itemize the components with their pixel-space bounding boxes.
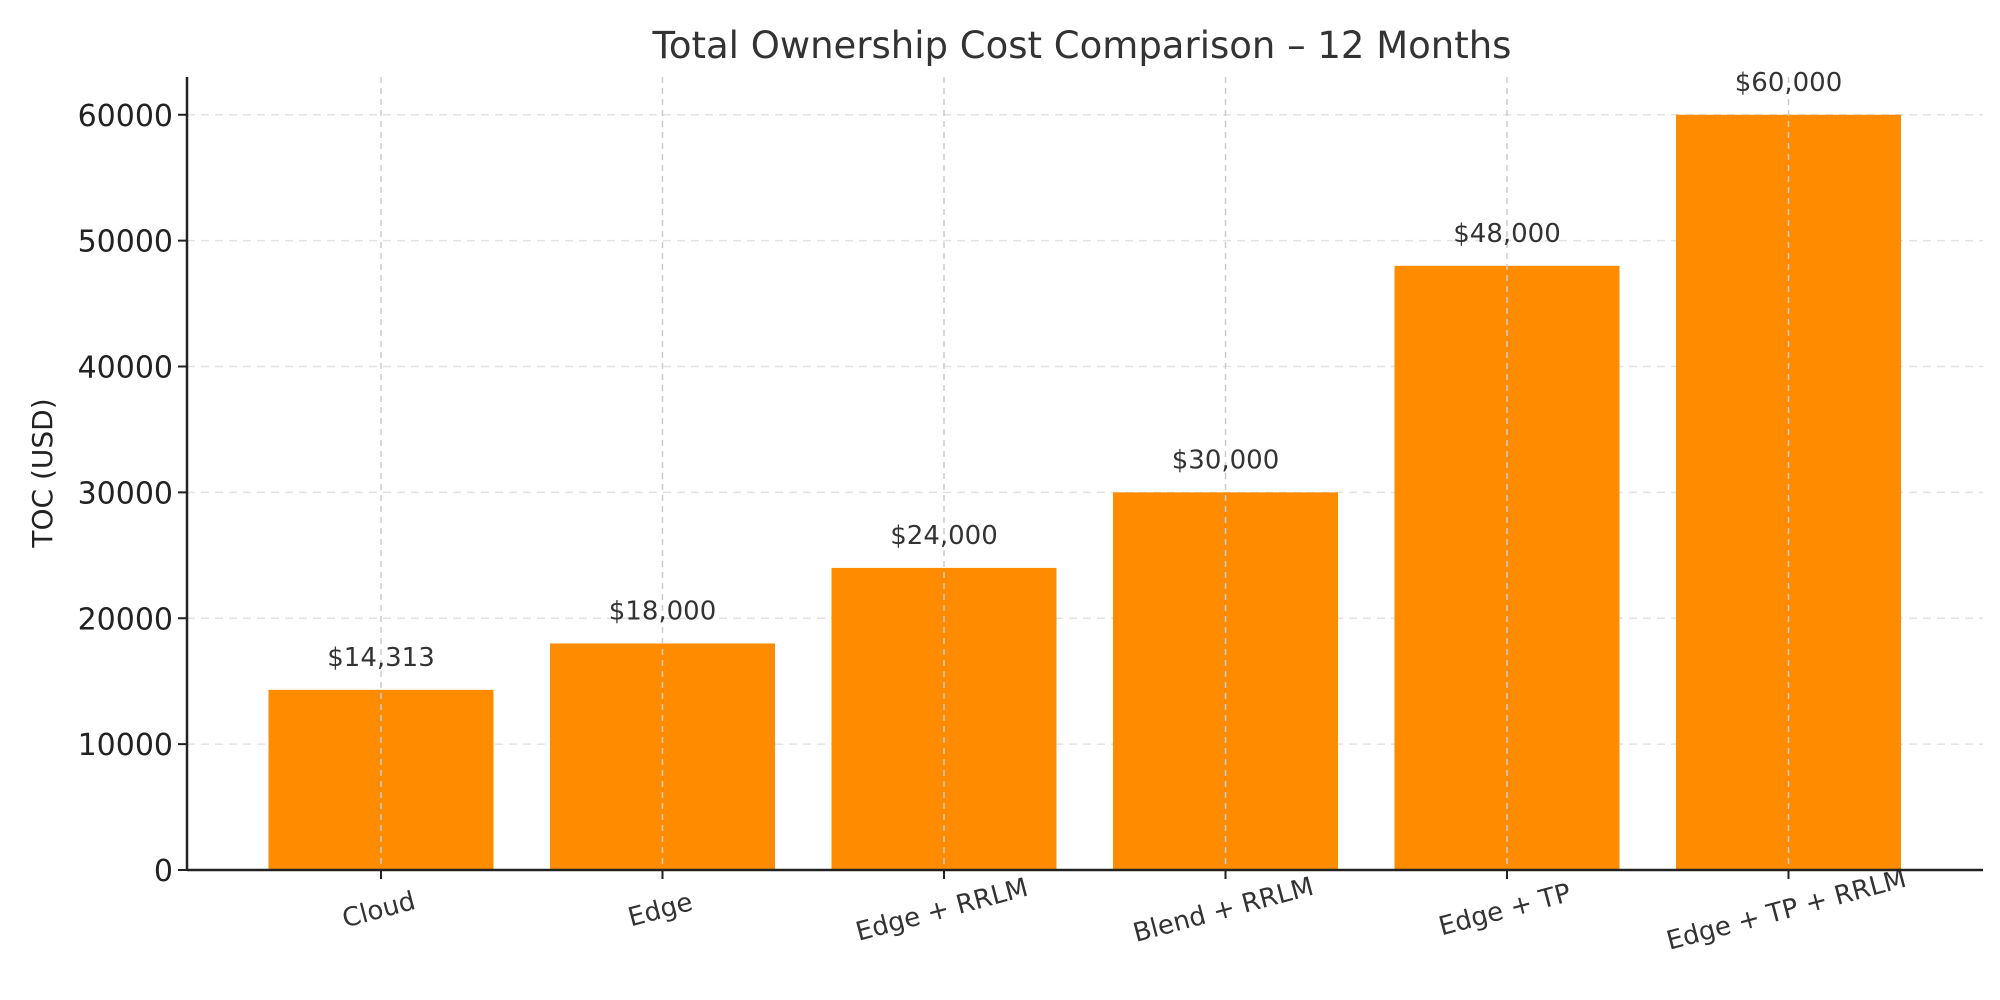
bar-value-label: $30,000 xyxy=(1172,445,1280,475)
bar-value-label: $24,000 xyxy=(890,521,998,551)
y-tick-label: 20000 xyxy=(78,602,173,637)
vertical-grid-lines xyxy=(380,77,1790,870)
y-axis-label: TOC (USD) xyxy=(26,398,59,548)
y-ticks: 0 10000 20000 30000 40000 50000 60000 xyxy=(78,99,187,889)
bar xyxy=(1113,492,1338,870)
bar xyxy=(550,643,775,870)
x-tick-label: Blend + RRLM xyxy=(1130,872,1317,949)
y-tick-label: 10000 xyxy=(78,728,173,763)
y-tick-label: 40000 xyxy=(78,351,173,386)
bar-value-label: $14,313 xyxy=(327,643,435,673)
y-tick-label: 50000 xyxy=(78,225,173,260)
chart-title: Total Ownership Cost Comparison – 12 Mon… xyxy=(652,24,1512,67)
data-labels: $14,313 $18,000 $24,000 $30,000 $48,000 $60,0… xyxy=(327,68,1842,673)
grid-lines xyxy=(187,114,1983,745)
bar xyxy=(1676,114,1901,870)
y-tick-label: 0 xyxy=(154,854,173,889)
x-tick-label: Edge xyxy=(625,887,696,933)
x-tick-label: Edge + RRLM xyxy=(853,873,1032,948)
bar-value-label: $48,000 xyxy=(1453,219,1561,249)
x-ticks: Cloud Edge Edge + RRLM Blend + RRLM Edge + T… xyxy=(339,864,1909,957)
x-tick-label: Cloud xyxy=(339,886,419,934)
bar-value-label: $60,000 xyxy=(1735,68,1843,98)
x-tick-label: Edge + TP xyxy=(1436,878,1574,942)
y-tick-label: 30000 xyxy=(78,476,173,511)
y-tick-label: 60000 xyxy=(78,99,173,134)
x-tick-label: Edge + TP + RRLM xyxy=(1663,864,1909,957)
bar-value-label: $18,000 xyxy=(609,596,717,626)
